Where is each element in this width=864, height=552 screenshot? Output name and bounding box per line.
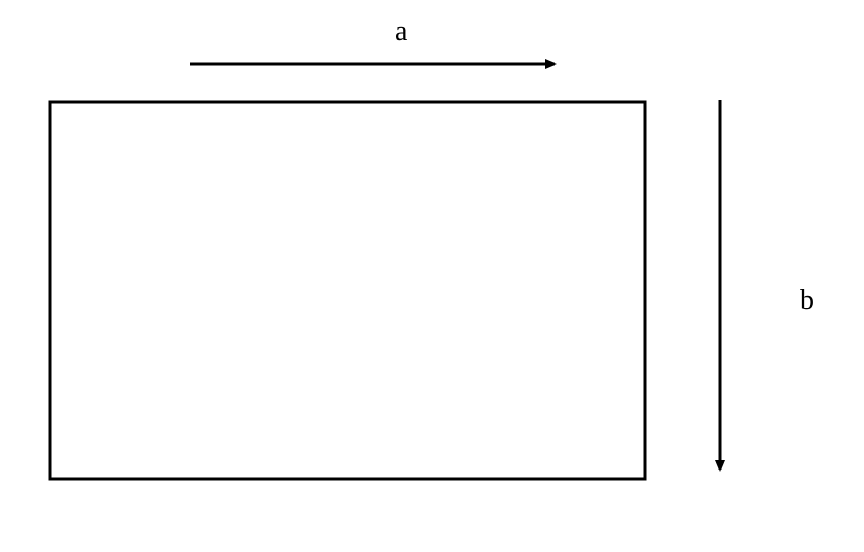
label-b: b — [800, 285, 814, 317]
label-a: a — [395, 16, 407, 48]
diagram-container: a b — [0, 0, 864, 547]
diagram-svg — [0, 0, 864, 547]
rectangle-shape — [50, 102, 645, 479]
